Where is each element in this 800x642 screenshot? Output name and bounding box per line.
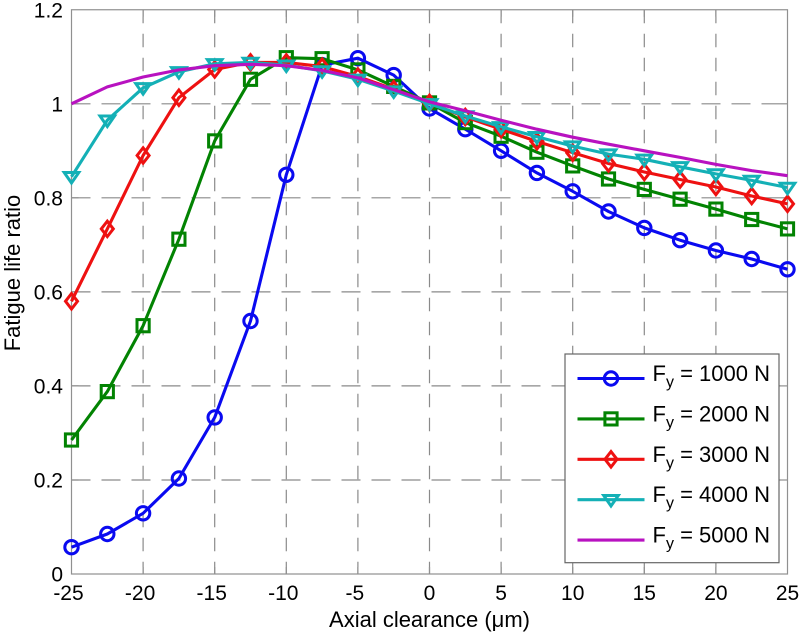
svg-text:25: 25 <box>776 582 799 605</box>
svg-text:5: 5 <box>495 582 507 605</box>
svg-text:1: 1 <box>51 93 63 116</box>
svg-text:20: 20 <box>704 582 727 605</box>
svg-text:15: 15 <box>633 582 656 605</box>
svg-text:0: 0 <box>51 564 63 587</box>
svg-text:-25: -25 <box>53 582 83 605</box>
svg-text:0.8: 0.8 <box>34 187 63 210</box>
svg-text:-15: -15 <box>197 582 227 605</box>
svg-text:-10: -10 <box>268 582 298 605</box>
svg-text:1.2: 1.2 <box>34 0 63 22</box>
svg-text:-20: -20 <box>125 582 155 605</box>
svg-text:0.2: 0.2 <box>34 470 63 493</box>
svg-text:0.6: 0.6 <box>34 282 63 305</box>
svg-text:10: 10 <box>561 582 584 605</box>
svg-text:0: 0 <box>424 582 436 605</box>
svg-text:0.4: 0.4 <box>34 376 64 399</box>
svg-text:Fy = 3000 N: Fy = 3000 N <box>653 442 770 472</box>
svg-text:Fy = 5000 N: Fy = 5000 N <box>653 523 770 553</box>
svg-text:-5: -5 <box>346 582 365 605</box>
svg-text:Fatigue life ratio: Fatigue life ratio <box>0 195 25 352</box>
svg-text:Axial clearance (μm): Axial clearance (μm) <box>329 607 530 632</box>
